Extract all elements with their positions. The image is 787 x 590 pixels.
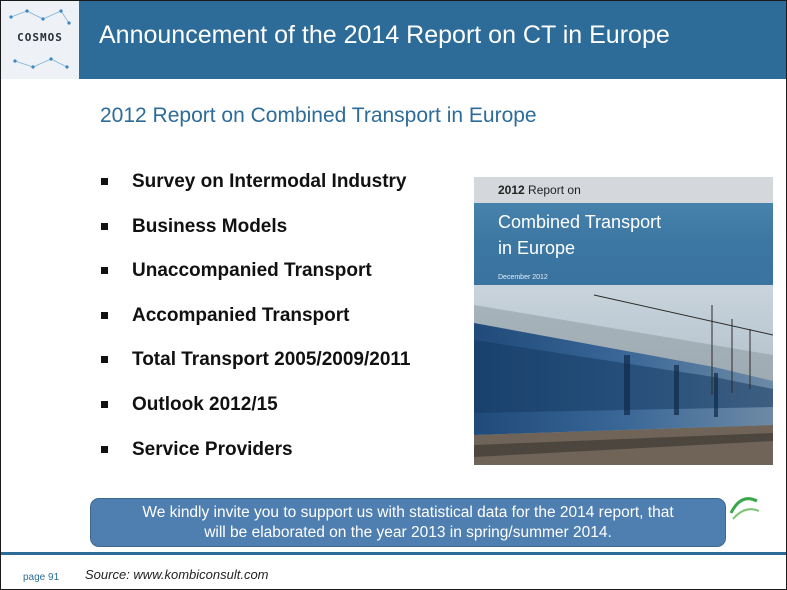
cover-year: 2012 [498, 183, 525, 197]
network-icon [9, 9, 71, 69]
bullet-text: Outlook 2012/15 [132, 393, 278, 415]
header-bar: Announcement of the 2014 Report on CT in… [79, 1, 786, 79]
logo-text: COSMOS [17, 31, 63, 44]
cover-report-line: 2012 Report on [498, 183, 581, 197]
cover-title-line2: in Europe [498, 238, 576, 258]
bullet-list: Survey on Intermodal Industry Business M… [101, 171, 410, 483]
footer-divider [1, 552, 786, 555]
bullet-text: Accompanied Transport [132, 304, 350, 326]
invitation-callout: We kindly invite you to support us with … [90, 498, 726, 547]
source-note: Source: www.kombiconsult.com [85, 567, 269, 582]
report-cover-image: 2012 Report on Combined Transport in Eur… [474, 177, 773, 465]
bullet-text: Total Transport 2005/2009/2011 [132, 349, 411, 371]
bullet-item: Business Models [101, 216, 410, 261]
cover-report-on: Report on [524, 183, 581, 197]
slide-title: Announcement of the 2014 Report on CT in… [99, 21, 670, 49]
callout-line1: We kindly invite you to support us with … [142, 504, 674, 521]
bullet-square-icon [101, 445, 108, 453]
bullet-item: Total Transport 2005/2009/2011 [101, 349, 410, 394]
bullet-item: Outlook 2012/15 [101, 394, 410, 439]
bullet-text: Service Providers [132, 438, 293, 460]
train-photo [474, 285, 773, 465]
bullet-item: Service Providers [101, 439, 410, 484]
bullet-square-icon [101, 311, 108, 319]
bullet-square-icon [101, 356, 108, 364]
cosmos-logo: COSMOS [1, 1, 80, 79]
bullet-square-icon [101, 400, 108, 408]
cover-strip: 2012 Report on [474, 177, 773, 203]
bullet-text: Unaccompanied Transport [132, 260, 372, 282]
slide-subtitle: 2012 Report on Combined Transport in Eur… [100, 104, 537, 127]
page-number: page 91 [23, 572, 60, 583]
cover-header: 2012 Report on Combined Transport in Eur… [474, 177, 773, 285]
bullet-item: Accompanied Transport [101, 305, 410, 350]
callout-line2: will be elaborated on the year 2013 in s… [204, 524, 612, 541]
bullet-item: Survey on Intermodal Industry [101, 171, 410, 216]
bullet-item: Unaccompanied Transport [101, 260, 410, 305]
cover-title-line1: Combined Transport [498, 212, 662, 232]
cover-title: Combined Transport in Europe [498, 209, 758, 261]
bullet-text: Survey on Intermodal Industry [132, 171, 407, 192]
bullet-text: Business Models [132, 215, 288, 237]
bullet-square-icon [101, 222, 108, 230]
bullet-square-icon [101, 178, 108, 185]
cover-date: December 2012 [498, 274, 548, 281]
bullet-square-icon [101, 267, 108, 275]
kombiconsult-logo-icon [729, 497, 760, 520]
